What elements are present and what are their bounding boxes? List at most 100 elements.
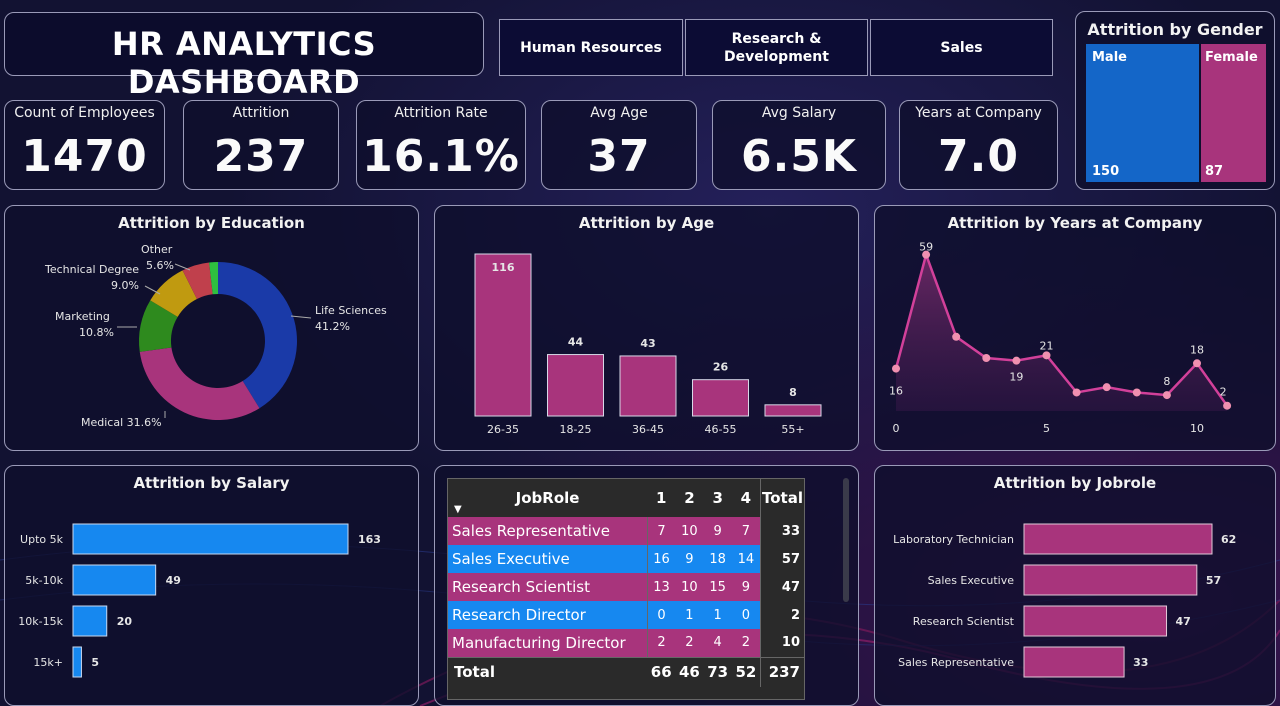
filter-research-development[interactable]: Research & Development [685,19,868,76]
total-col-1: 66 [650,663,672,682]
header-col-3[interactable]: 3 [712,489,723,507]
age-bar-chart: 116 26-35 44 18-25 43 36-45 26 46-55 8 55+ [474,253,822,436]
kpi-label: Attrition Rate [394,105,488,121]
salary-bar[interactable] [72,646,82,678]
header-jobrole[interactable]: JobRole ▼ [448,479,647,517]
age-bar[interactable] [547,354,604,417]
kpi-value: 7.0 [938,131,1019,182]
row-cell-3: 18 [703,545,732,573]
age-category-label: 36-45 [632,423,664,436]
donut-slice[interactable] [150,270,197,317]
years-point[interactable] [1102,383,1111,392]
donut-slice[interactable] [182,262,213,299]
years-point[interactable] [892,364,900,373]
edu-label-life-sciences: Life Sciences [315,304,387,317]
table-row[interactable]: Sales Executive 16 9 18 14 57 [448,545,804,573]
gender-female-block[interactable]: Female 87 [1201,44,1266,182]
jobrole-bar[interactable] [1023,605,1168,637]
age-category-label: 18-25 [560,423,592,436]
years-data-label: 21 [1040,339,1054,352]
years-data-label: 16 [889,385,903,398]
donut-slice[interactable] [218,262,297,409]
age-category-label: 26-35 [487,423,519,436]
row-total: 47 [760,573,804,601]
kpi-attrition: Attrition 237 [183,100,339,190]
row-cell-3: 1 [703,601,732,629]
kpi-label: Count of Employees [14,105,155,121]
row-jobrole: Sales Executive [448,545,648,573]
years-point[interactable] [1012,356,1021,365]
years-data-label: 8 [1163,375,1170,388]
years-point[interactable] [1193,359,1201,368]
salary-bar-value: 5 [91,656,99,669]
filter-sales[interactable]: Sales [870,19,1053,76]
age-panel: Attrition by Age 116 26-35 44 18-25 43 36-45 2… [434,205,859,451]
age-title: Attrition by Age [578,214,715,232]
jobrole-bar[interactable] [1023,523,1213,555]
salary-bar[interactable] [72,605,108,637]
table-scrollbar[interactable] [843,478,849,602]
years-point[interactable] [952,332,961,341]
years-point[interactable] [1223,401,1232,410]
jobrole-category-label: Sales Representative [898,656,1014,669]
total-col-2: 46 [679,663,700,682]
header-col-2[interactable]: 2 [684,489,695,507]
donut-slice[interactable] [138,300,178,352]
years-title: Attrition by Years at Company [947,214,1203,232]
salary-bar[interactable] [72,564,157,596]
jobrole-table-panel: JobRole ▼ 1 2 3 4 Total Sales Representa… [434,465,859,706]
filter-human-resources[interactable]: Human Resources [499,19,683,76]
age-bar[interactable] [474,253,532,417]
leader-line [290,315,312,319]
table-row[interactable]: Research Scientist 13 10 15 9 47 [448,573,804,601]
kpi-value: 237 [213,131,309,182]
row-cell-1: 13 [646,573,676,601]
age-bar[interactable] [619,355,677,417]
salary-bar[interactable] [72,523,349,555]
row-jobrole: Manufacturing Director [448,629,648,657]
row-total: 33 [760,517,804,545]
gender-male-value: 150 [1092,164,1120,179]
total-col-4: 52 [735,663,757,682]
age-category-label: 55+ [781,423,804,436]
age-bar-value: 116 [492,261,515,274]
row-cell-1: 0 [646,601,676,629]
gender-male-label: Male [1092,50,1127,65]
kpi-value: 16.1% [362,131,520,182]
row-cell-2: 2 [675,629,704,657]
leader-line [144,285,161,295]
years-point[interactable] [1072,388,1081,397]
years-point[interactable] [982,354,991,362]
kpi-label: Avg Age [590,105,648,121]
years-point[interactable] [1042,351,1051,360]
salary-bar-value: 163 [358,533,381,546]
donut-slice[interactable] [209,262,218,295]
years-data-label: 19 [1009,371,1023,384]
kpi-value: 37 [587,131,651,182]
jobrole-bar[interactable] [1023,564,1198,596]
jobrole-bar[interactable] [1023,646,1125,678]
table-row[interactable]: Research Director 0 1 1 0 2 [448,601,804,629]
header-total[interactable]: Total [760,479,804,517]
years-point[interactable] [1132,388,1141,397]
header-col-4[interactable]: 4 [740,489,752,507]
education-panel: Attrition by Education Life Sciences 41.2… [4,205,419,451]
table-row[interactable]: Sales Representative 7 10 9 7 33 [448,517,804,545]
row-total: 2 [760,601,804,629]
donut-slice[interactable] [139,347,260,420]
row-total: 10 [760,629,804,657]
jobrole-bar-chart: Laboratory Technician 62 Sales Executive 57… [893,523,1236,678]
years-point[interactable] [922,250,931,259]
years-line [894,250,1229,407]
age-bar[interactable] [692,379,749,417]
row-cell-3: 15 [703,573,732,601]
header-col-1[interactable]: 1 [656,489,667,507]
table-row[interactable]: Manufacturing Director 2 2 4 2 10 [448,629,804,657]
age-bar-value: 43 [640,337,655,350]
sort-desc-icon[interactable]: ▼ [454,504,462,515]
gender-male-block[interactable]: Male 150 [1086,44,1199,182]
years-point[interactable] [1162,391,1171,400]
age-bar[interactable] [764,404,822,417]
header-jobrole-label: JobRole [515,489,580,507]
edu-label-medical: Medical 31.6% [81,416,162,429]
